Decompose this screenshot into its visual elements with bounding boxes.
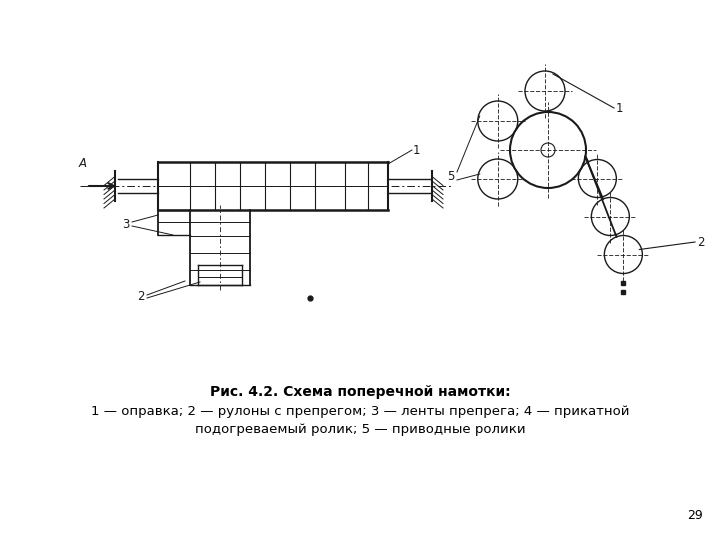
Text: 29: 29 bbox=[688, 509, 703, 522]
Text: 1: 1 bbox=[413, 144, 420, 157]
Text: подогреваемый ролик; 5 — приводные ролики: подогреваемый ролик; 5 — приводные ролик… bbox=[194, 423, 526, 436]
Text: 1 — оправка; 2 — рулоны с препрегом; 3 — ленты препрега; 4 — прикатной: 1 — оправка; 2 — рулоны с препрегом; 3 —… bbox=[91, 405, 629, 418]
Text: 2: 2 bbox=[138, 291, 145, 303]
Text: Рис. 4.2. Схема поперечной намотки:: Рис. 4.2. Схема поперечной намотки: bbox=[210, 385, 510, 399]
Text: A: A bbox=[79, 157, 87, 170]
Text: 1: 1 bbox=[616, 102, 624, 114]
Text: 2: 2 bbox=[697, 237, 704, 249]
Text: 5: 5 bbox=[448, 171, 455, 184]
Text: 3: 3 bbox=[122, 218, 130, 231]
